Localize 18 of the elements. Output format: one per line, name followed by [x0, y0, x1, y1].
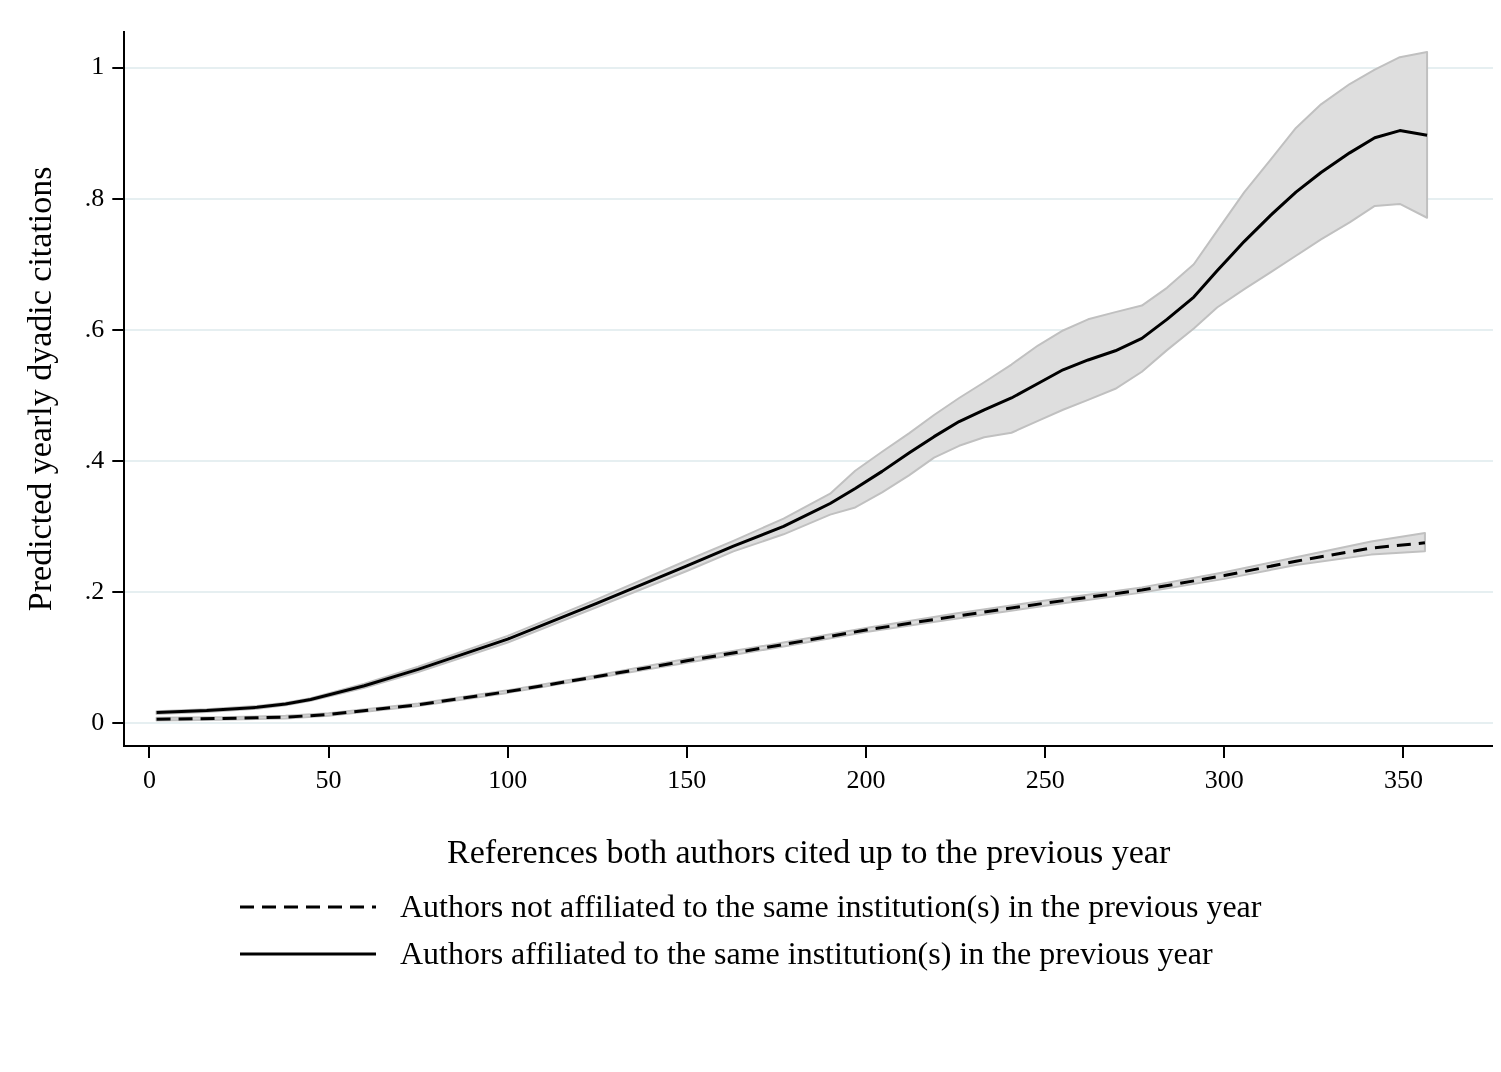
- x-tick-label: 250: [1025, 765, 1065, 795]
- x-tick-label: 100: [488, 765, 528, 795]
- y-tick-label: .8: [84, 182, 105, 212]
- legend-label: Authors affiliated to the same institution(s) in the previous year: [400, 935, 1213, 972]
- y-tick-label: .4: [84, 444, 105, 474]
- x-tick-label: 50: [315, 765, 342, 795]
- x-tick-label: 350: [1383, 765, 1423, 795]
- y-tick-label: .2: [84, 575, 105, 605]
- x-tick-label: 0: [142, 765, 156, 795]
- legend-label: Authors not affiliated to the same institution(s) in the previous year: [400, 888, 1262, 925]
- y-tick-label: 0: [91, 706, 105, 736]
- x-axis-title: References both authors cited up to the previous year: [447, 832, 1171, 870]
- x-tick-label: 200: [846, 765, 886, 795]
- x-tick-label: 300: [1204, 765, 1244, 795]
- y-tick-label: .6: [84, 313, 105, 343]
- y-tick-label: 1: [91, 51, 105, 81]
- x-tick-label: 150: [667, 765, 707, 795]
- y-axis-title: Predicted yearly dyadic citations: [21, 166, 59, 612]
